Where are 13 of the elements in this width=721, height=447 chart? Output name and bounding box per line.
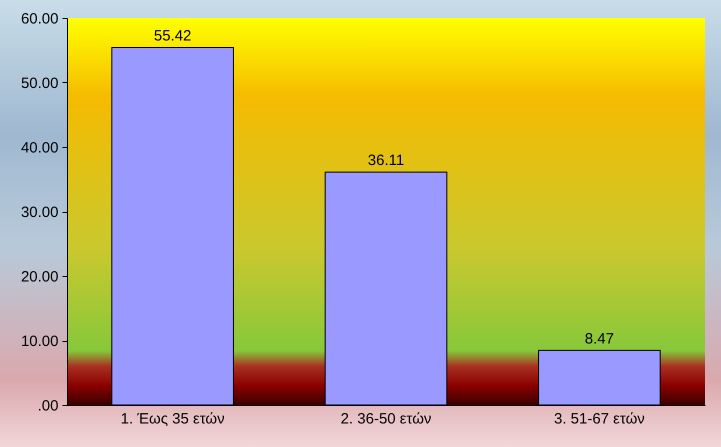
data-label: 8.47 <box>584 330 614 348</box>
y-tick-label: 40.00 <box>20 140 58 156</box>
data-label: 36.11 <box>368 152 404 170</box>
y-tick-label: 30.00 <box>20 204 58 221</box>
y-tick-label: 20.00 <box>20 268 58 286</box>
y-tick-label: 10.00 <box>20 333 58 350</box>
y-tick-label: .00 <box>38 398 58 414</box>
y-tick-label: 60.00 <box>20 10 58 28</box>
y-tick-label: 50.00 <box>20 75 58 92</box>
x-tick-label: 1. Έως 35 ετών <box>120 410 225 428</box>
data-label: 55.42 <box>154 28 192 45</box>
x-tick-label: 3. 51-67 ετών <box>554 410 645 428</box>
x-tick-label: 2. 36-50 ετών <box>340 410 432 428</box>
